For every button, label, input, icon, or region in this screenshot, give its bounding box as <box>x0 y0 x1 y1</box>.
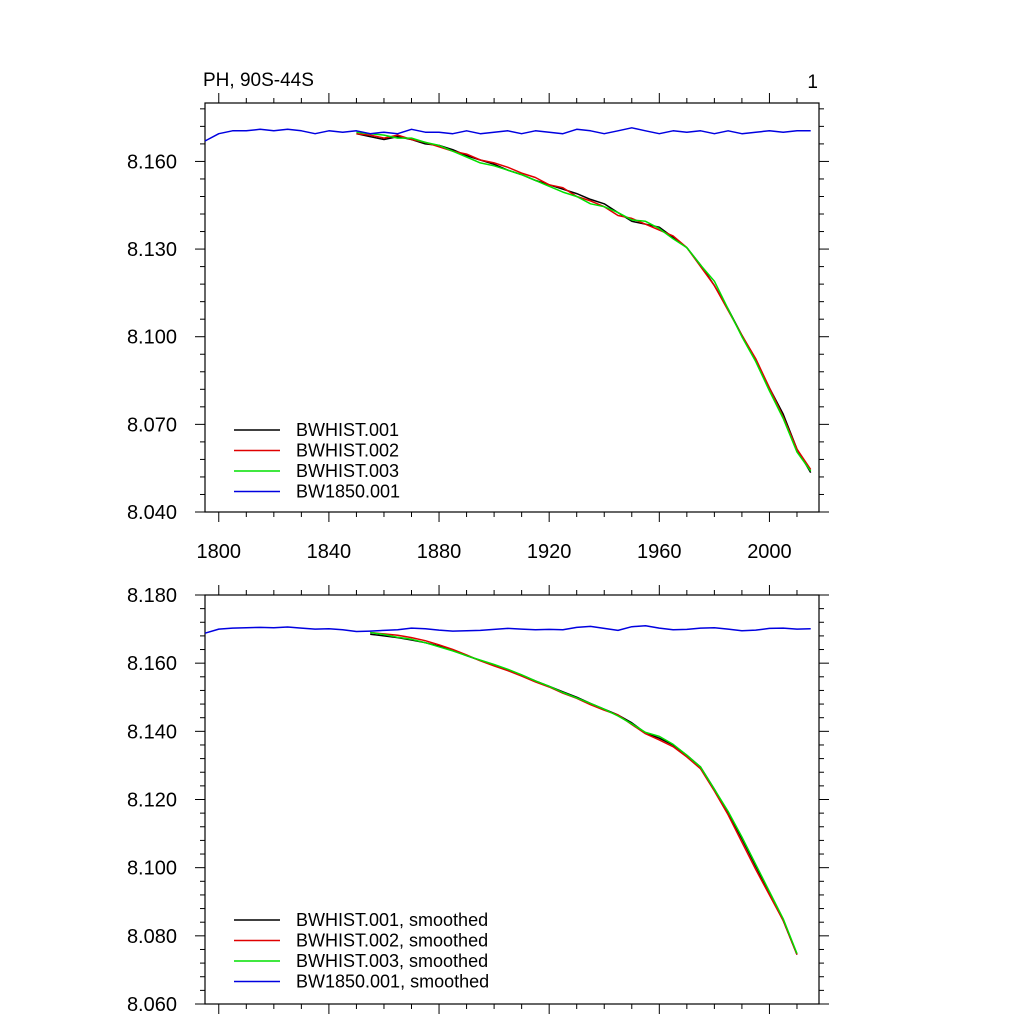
x-tick-label: 2000 <box>747 541 792 563</box>
top-panel-raw-timeseries: 1800 1840 1880 1920 1960 2000 8.040 8.070 8.100 8… <box>127 93 829 563</box>
bottom-panel-smoothed-timeseries: 8.060 8.080 8.100 8.120 8.140 8.160 8.180 BWHIS… <box>127 585 829 1016</box>
legend-entry-label: BWHIST.001 <box>296 420 399 440</box>
y-tick-label: 8.060 <box>127 994 177 1016</box>
series-line <box>204 624 811 634</box>
series-line <box>356 132 812 471</box>
y-tick-label: 8.100 <box>127 858 177 880</box>
x-tick-label: 1840 <box>307 541 352 563</box>
series-line <box>370 631 798 954</box>
series-line <box>370 631 798 955</box>
y-tick-label: 8.160 <box>127 151 177 173</box>
y-tick-label: 8.180 <box>127 585 177 607</box>
legend-entry-label: BWHIST.001, smoothed <box>296 910 488 930</box>
legend-entry-label: BWHIST.003, smoothed <box>296 951 488 971</box>
series-line <box>356 132 812 473</box>
legend-entry-label: BWHIST.002 <box>296 441 399 461</box>
plot-frame <box>204 102 820 513</box>
y-tick-label: 8.130 <box>127 239 177 261</box>
x-tick-label: 1800 <box>197 541 242 563</box>
x-tick-label: 1960 <box>637 541 682 563</box>
x-tick-label: 1880 <box>417 541 462 563</box>
y-tick-label: 8.120 <box>127 790 177 812</box>
legend-entry-label: BW1850.001 <box>296 482 400 502</box>
y-tick-label: 8.080 <box>127 926 177 948</box>
legend-entry-label: BWHIST.002, smoothed <box>296 931 488 951</box>
series-line <box>370 633 798 955</box>
y-tick-label: 8.040 <box>127 502 177 524</box>
y-tick-label: 8.070 <box>127 414 177 436</box>
y-tick-label: 8.160 <box>127 653 177 675</box>
series-line <box>204 127 811 142</box>
series-line <box>356 131 812 472</box>
legend-entry-label: BWHIST.003 <box>296 461 399 481</box>
legend-entry-label: BW1850.001, smoothed <box>296 972 489 992</box>
panel-number-label: 1 <box>807 72 818 93</box>
x-tick-label: 1920 <box>527 541 572 563</box>
y-tick-label: 8.100 <box>127 327 177 349</box>
y-tick-label: 8.140 <box>127 721 177 743</box>
panel-title: PH, 90S-44S <box>203 70 314 91</box>
